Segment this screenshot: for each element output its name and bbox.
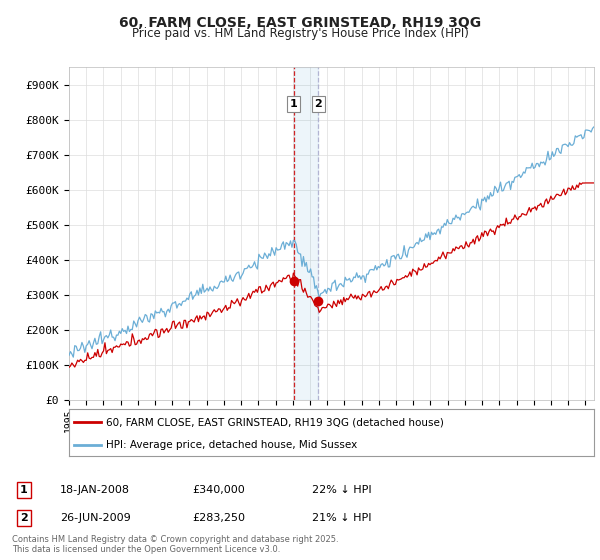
Text: 60, FARM CLOSE, EAST GRINSTEAD, RH19 3QG (detached house): 60, FARM CLOSE, EAST GRINSTEAD, RH19 3QG… [106,417,443,427]
Text: 18-JAN-2008: 18-JAN-2008 [60,485,130,495]
Text: 1: 1 [290,99,298,109]
Text: £283,250: £283,250 [192,513,245,523]
Bar [293,67,319,400]
Text: 2: 2 [314,99,322,109]
Text: 2: 2 [20,513,28,523]
Text: HPI: Average price, detached house, Mid Sussex: HPI: Average price, detached house, Mid … [106,440,357,450]
Text: Contains HM Land Registry data © Crown copyright and database right 2025.
This d: Contains HM Land Registry data © Crown c… [12,535,338,554]
Text: 1: 1 [20,485,28,495]
Text: 26-JUN-2009: 26-JUN-2009 [60,513,131,523]
Text: 21% ↓ HPI: 21% ↓ HPI [312,513,371,523]
Text: £340,000: £340,000 [192,485,245,495]
Text: Price paid vs. HM Land Registry's House Price Index (HPI): Price paid vs. HM Land Registry's House … [131,27,469,40]
Text: 22% ↓ HPI: 22% ↓ HPI [312,485,371,495]
Text: 60, FARM CLOSE, EAST GRINSTEAD, RH19 3QG: 60, FARM CLOSE, EAST GRINSTEAD, RH19 3QG [119,16,481,30]
